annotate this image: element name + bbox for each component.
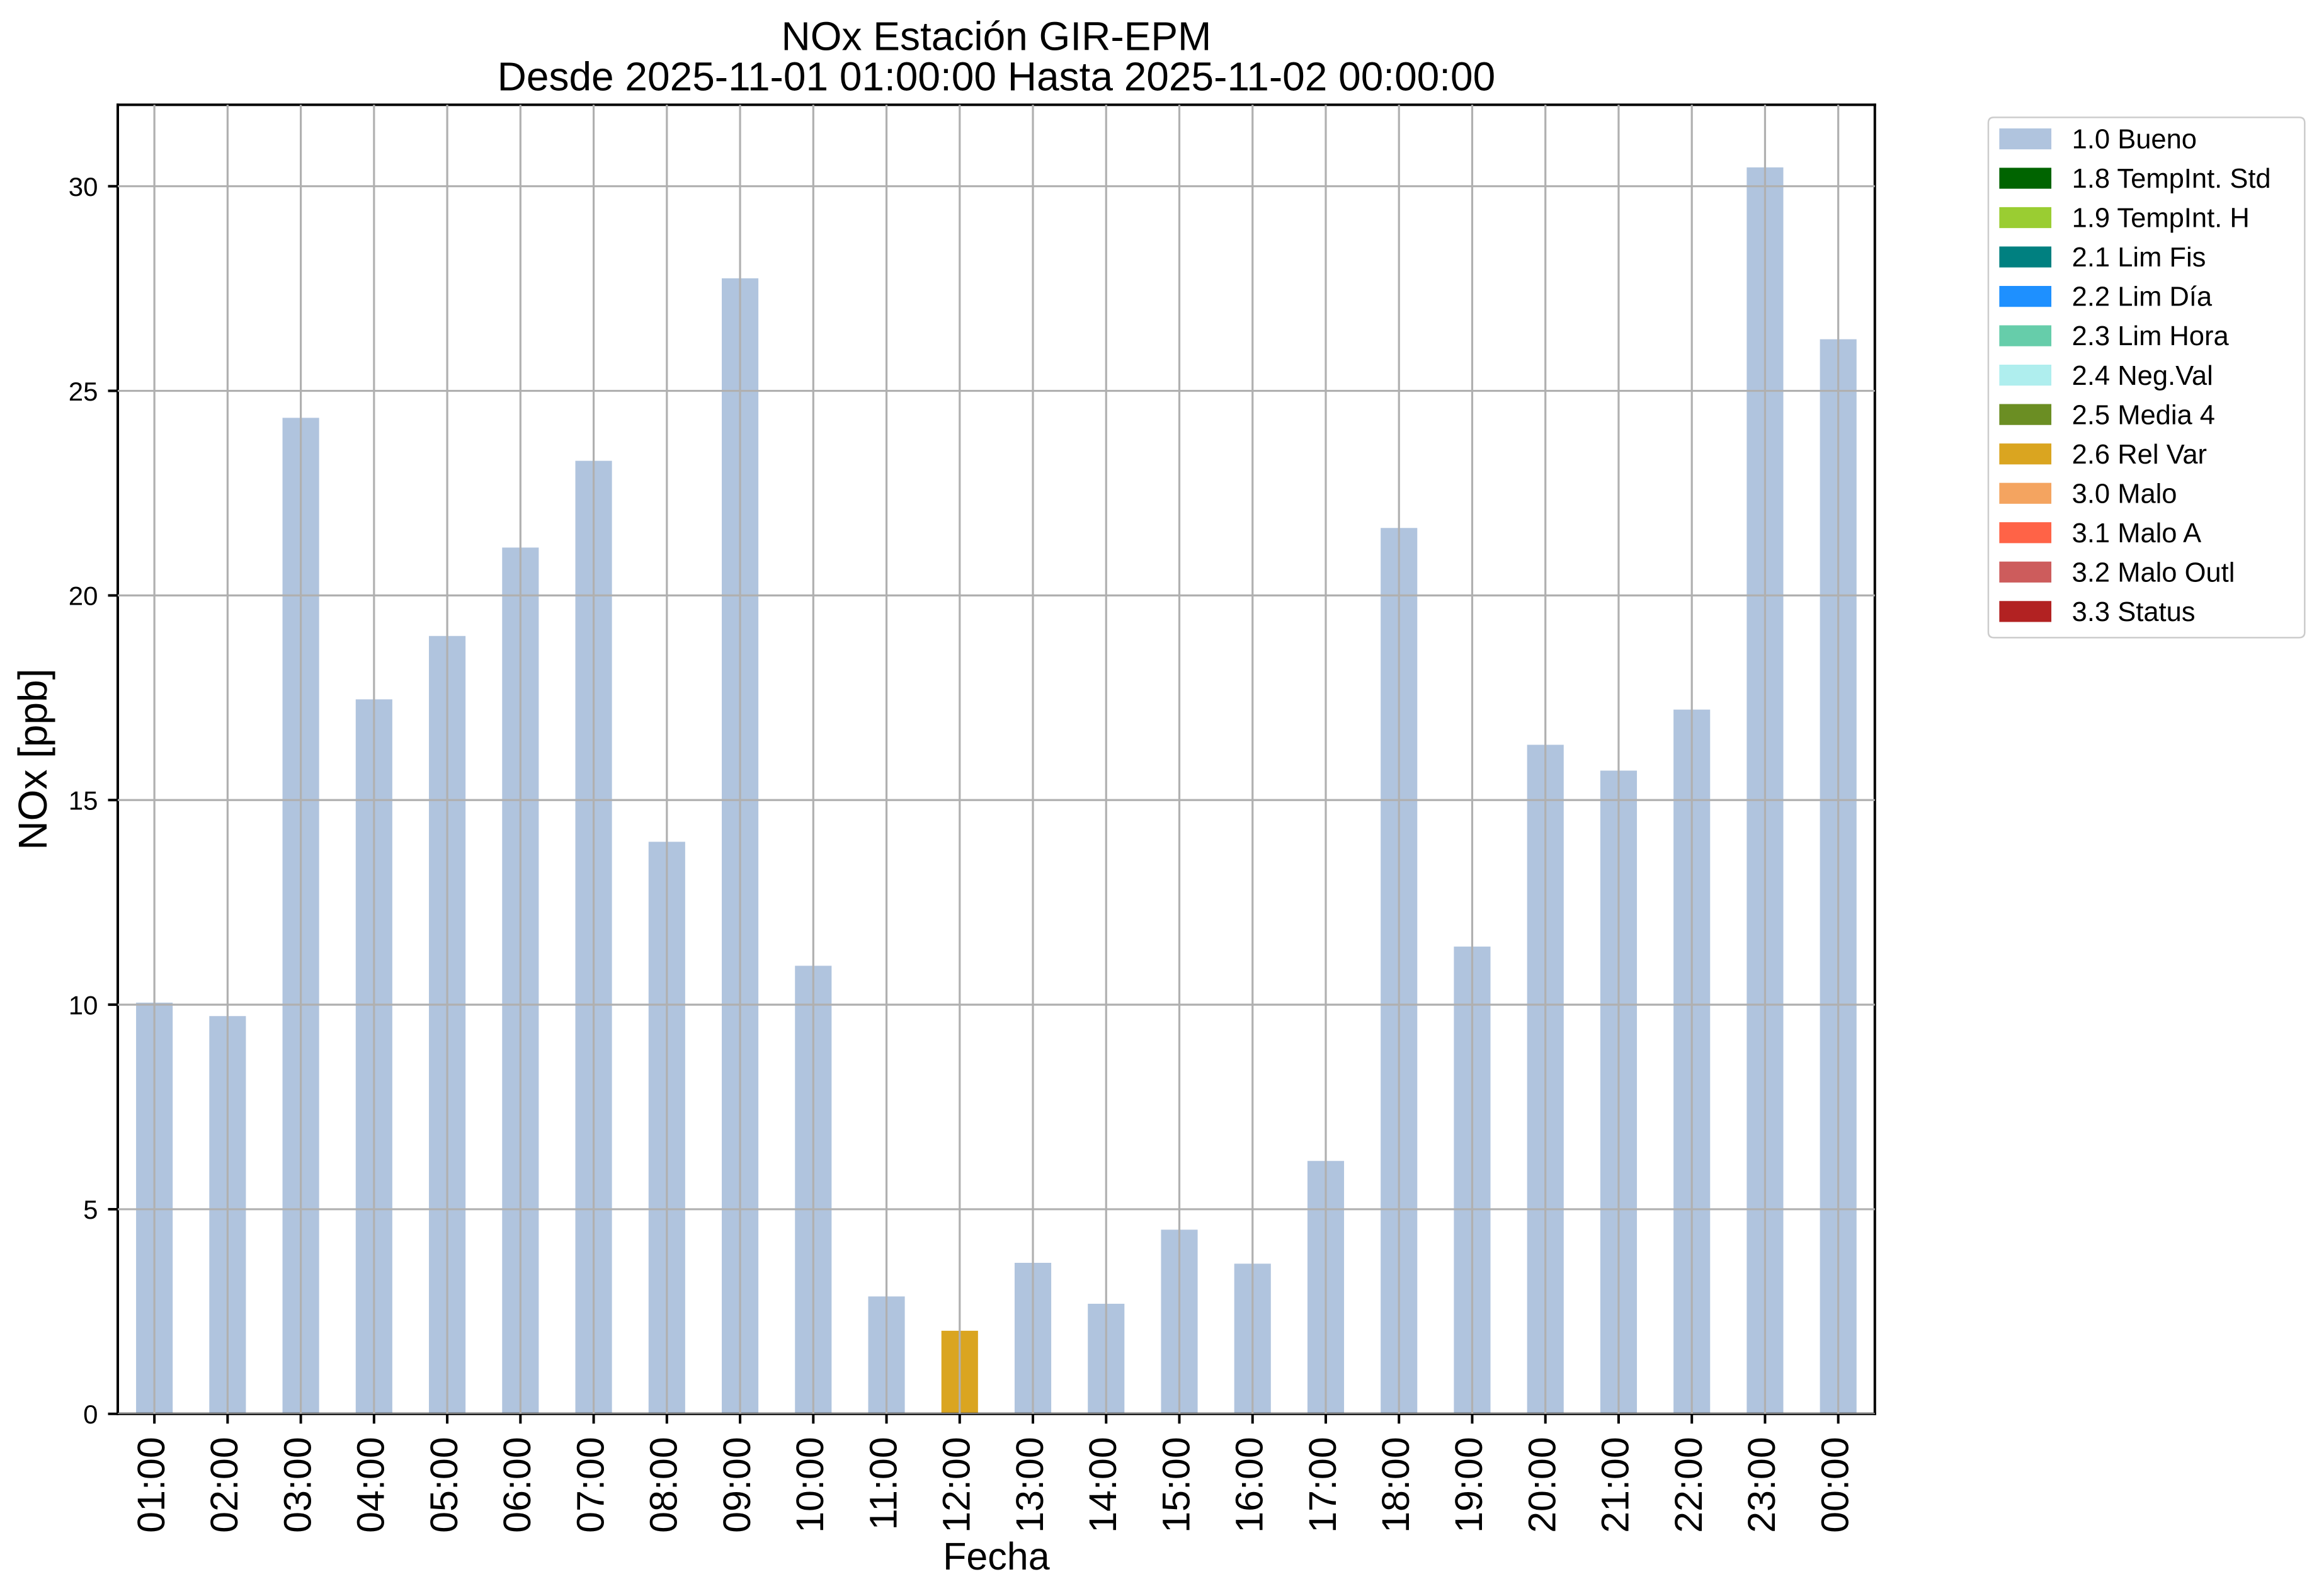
svg-text:09:00: 09:00	[715, 1437, 758, 1533]
svg-text:2.5 Media 4: 2.5 Media 4	[2072, 400, 2215, 430]
svg-text:02:00: 02:00	[203, 1437, 246, 1533]
svg-text:22:00: 22:00	[1667, 1437, 1710, 1533]
svg-text:12:00: 12:00	[935, 1437, 978, 1533]
svg-text:10: 10	[69, 990, 98, 1020]
svg-text:17:00: 17:00	[1301, 1437, 1344, 1533]
svg-text:15:00: 15:00	[1154, 1437, 1197, 1533]
svg-text:20: 20	[69, 581, 98, 611]
svg-text:20:00: 20:00	[1520, 1437, 1563, 1533]
svg-text:2.6 Rel Var: 2.6 Rel Var	[2072, 440, 2207, 470]
svg-text:1.0 Bueno: 1.0 Bueno	[2072, 125, 2197, 155]
svg-text:NOx [ppb]: NOx [ppb]	[10, 669, 55, 850]
svg-text:3.1 Malo A: 3.1 Malo A	[2072, 518, 2202, 549]
svg-text:05:00: 05:00	[423, 1437, 465, 1533]
svg-text:2.4 Neg.Val: 2.4 Neg.Val	[2072, 361, 2213, 391]
svg-text:13:00: 13:00	[1008, 1437, 1051, 1533]
svg-text:NOx Estación GIR-EPM: NOx Estación GIR-EPM	[782, 14, 1212, 59]
svg-text:23:00: 23:00	[1740, 1437, 1783, 1533]
svg-text:10:00: 10:00	[789, 1437, 831, 1533]
svg-text:2.3 Lim Hora: 2.3 Lim Hora	[2072, 321, 2230, 351]
svg-text:19:00: 19:00	[1447, 1437, 1490, 1533]
svg-text:00:00: 00:00	[1813, 1437, 1856, 1533]
svg-text:1.8 TempInt. Std: 1.8 TempInt. Std	[2072, 164, 2294, 194]
svg-text:14:00: 14:00	[1081, 1437, 1124, 1533]
svg-text:30: 30	[69, 172, 98, 202]
svg-text:01:00: 01:00	[130, 1437, 173, 1533]
svg-text:3.0 Malo: 3.0 Malo	[2072, 479, 2177, 509]
svg-text:15: 15	[69, 785, 98, 815]
svg-text:03:00: 03:00	[276, 1437, 319, 1533]
svg-text:07:00: 07:00	[569, 1437, 612, 1533]
svg-text:2.1 Lim Fis: 2.1 Lim Fis	[2072, 242, 2206, 273]
svg-text:1.9 TempInt. H: 1.9 TempInt. H	[2072, 203, 2250, 234]
svg-text:18:00: 18:00	[1374, 1437, 1417, 1533]
svg-text:Fecha: Fecha	[943, 1535, 1050, 1578]
svg-text:25: 25	[69, 377, 98, 406]
svg-text:2.2 Lim Día: 2.2 Lim Día	[2072, 282, 2213, 312]
svg-text:21:00: 21:00	[1594, 1437, 1637, 1533]
svg-text:0: 0	[83, 1399, 98, 1429]
svg-text:16:00: 16:00	[1228, 1437, 1271, 1533]
svg-text:3.3 Status: 3.3 Status	[2072, 597, 2196, 627]
svg-text:3.2 Malo Outl: 3.2 Malo Outl	[2072, 557, 2235, 588]
svg-text:06:00: 06:00	[496, 1437, 538, 1533]
svg-text:Desde 2025-11-01 01:00:00 Hast: Desde 2025-11-01 01:00:00 Hasta 2025-11-…	[498, 54, 1496, 99]
svg-text:5: 5	[83, 1195, 98, 1224]
svg-text:11:00: 11:00	[862, 1437, 904, 1530]
svg-text:08:00: 08:00	[642, 1437, 685, 1533]
svg-text:04:00: 04:00	[350, 1437, 392, 1533]
